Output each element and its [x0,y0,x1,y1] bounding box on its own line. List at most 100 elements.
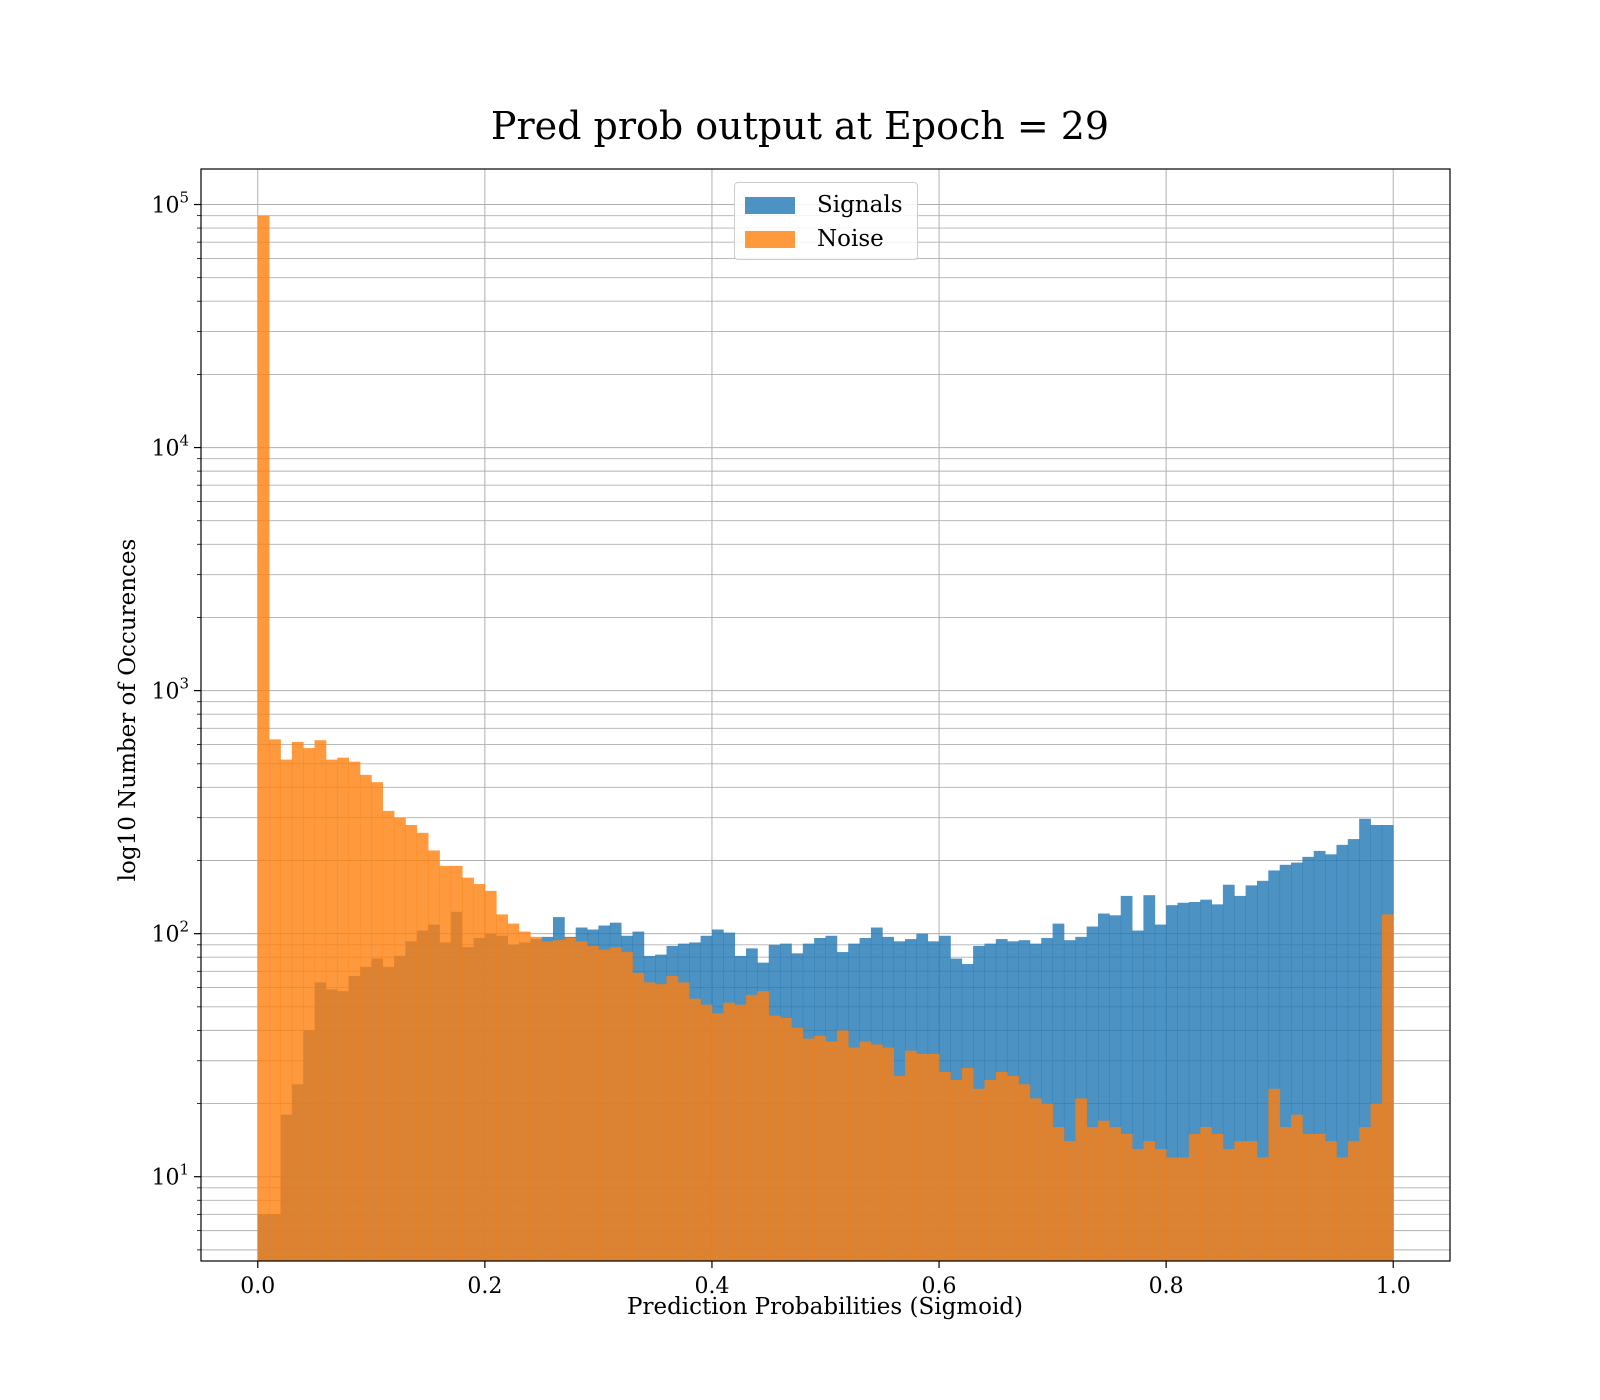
noise-bar [1245,1141,1258,1261]
noise-bar [939,1071,951,1261]
noise-bar [1007,1075,1019,1261]
noise-bar [893,1075,906,1261]
noise-bar [677,982,690,1261]
signals-bar [1109,915,1122,1261]
noise-bar [598,949,611,1261]
signals-bar [1052,923,1065,1261]
y-ticks: 101 102 103 104 105 [151,189,201,1251]
noise-bar [802,1038,815,1261]
noise-bar [359,774,372,1261]
noise-bar [1370,1103,1383,1261]
noise-bar [450,865,463,1261]
signals-bar [1200,899,1212,1261]
noise-bar [291,741,304,1261]
noise-bar [666,975,679,1261]
y-tick-label: 103 [151,675,189,705]
signals-bar [1268,870,1281,1261]
y-tick-label: 105 [151,189,189,219]
noise-bar [848,1047,860,1261]
noise-bars [257,215,1394,1261]
legend-swatch-signals [745,196,795,214]
noise-bar [518,931,531,1261]
noise-bar [1188,1133,1201,1261]
noise-bar [1063,1141,1076,1261]
legend: Signals Noise [734,182,918,260]
noise-bar [496,914,508,1261]
noise-bar [904,1050,917,1261]
signals-bar [1177,902,1190,1261]
signals-bar [1086,926,1099,1261]
noise-bar [269,739,281,1261]
noise-bar [1291,1114,1303,1261]
noise-bar [973,1088,985,1261]
legend-swatch-noise [745,230,795,248]
noise-bar [1359,1127,1371,1261]
noise-bar [1381,914,1394,1261]
noise-bar [711,1013,724,1261]
signals-bar [1120,895,1133,1261]
noise-bar [1256,1157,1269,1261]
noise-bar [394,817,406,1261]
noise-bar [609,947,622,1261]
noise-bar [484,890,497,1261]
x-axis-label: Prediction Probabilities (Sigmoid) [627,1294,1023,1320]
noise-bar [405,824,418,1261]
signals-bar [1154,924,1167,1261]
noise-bar [1052,1127,1065,1261]
noise-bar [632,972,645,1261]
noise-bar [768,1015,781,1261]
noise-bar [1075,1098,1088,1261]
signals-bar [1132,930,1144,1261]
noise-bar [984,1079,997,1261]
noise-bar [541,941,554,1261]
signals-bar [1279,864,1292,1261]
noise-bar [814,1035,826,1261]
legend-label-noise: Noise [817,226,884,252]
noise-bar [564,937,577,1261]
noise-bar [1177,1157,1190,1261]
noise-bar [1166,1157,1178,1261]
signals-bar [1211,904,1224,1261]
x-ticks: 0.0 0.2 0.4 0.6 0.8 1.0 [240,1261,1411,1299]
signals-bar [1234,895,1247,1261]
x-tick-label: 0.2 [467,1274,502,1299]
signals-bar [1041,937,1053,1261]
signals-bar [1222,884,1235,1261]
signals-bar [1098,913,1110,1261]
noise-bar [1279,1127,1292,1261]
x-tick-label: 0.0 [240,1274,275,1299]
noise-bar [314,740,327,1261]
noise-bar [257,215,270,1261]
y-tick-label: 101 [151,1161,189,1191]
noise-bar [1313,1133,1326,1261]
noise-bar [382,810,395,1261]
legend-item-signals: Signals [745,192,903,218]
legend-item-noise: Noise [745,226,884,252]
noise-bar [700,1004,713,1261]
noise-bar [1347,1141,1360,1261]
noise-bar [950,1079,963,1261]
noise-bar [757,991,770,1261]
noise-bar [348,761,361,1261]
noise-bar [780,1017,792,1261]
noise-bar [462,877,474,1261]
noise-bar [473,884,486,1261]
noise-bar [371,782,384,1261]
noise-bar [655,984,667,1261]
noise-bar [1018,1084,1031,1261]
noise-bar [689,998,701,1261]
signals-bar [1291,862,1303,1261]
signals-bar [1313,850,1326,1261]
noise-bar [643,982,656,1261]
signals-bar [1336,844,1349,1261]
noise-bar [1336,1157,1349,1261]
noise-bar [1200,1127,1212,1261]
noise-bar [1086,1127,1099,1261]
noise-bar [882,1047,895,1261]
noise-bar [870,1044,883,1261]
signals-bar [1256,880,1269,1261]
noise-bar [927,1053,940,1261]
noise-bar [1029,1098,1042,1261]
noise-bar [587,945,599,1261]
signals-bar [1245,885,1258,1261]
